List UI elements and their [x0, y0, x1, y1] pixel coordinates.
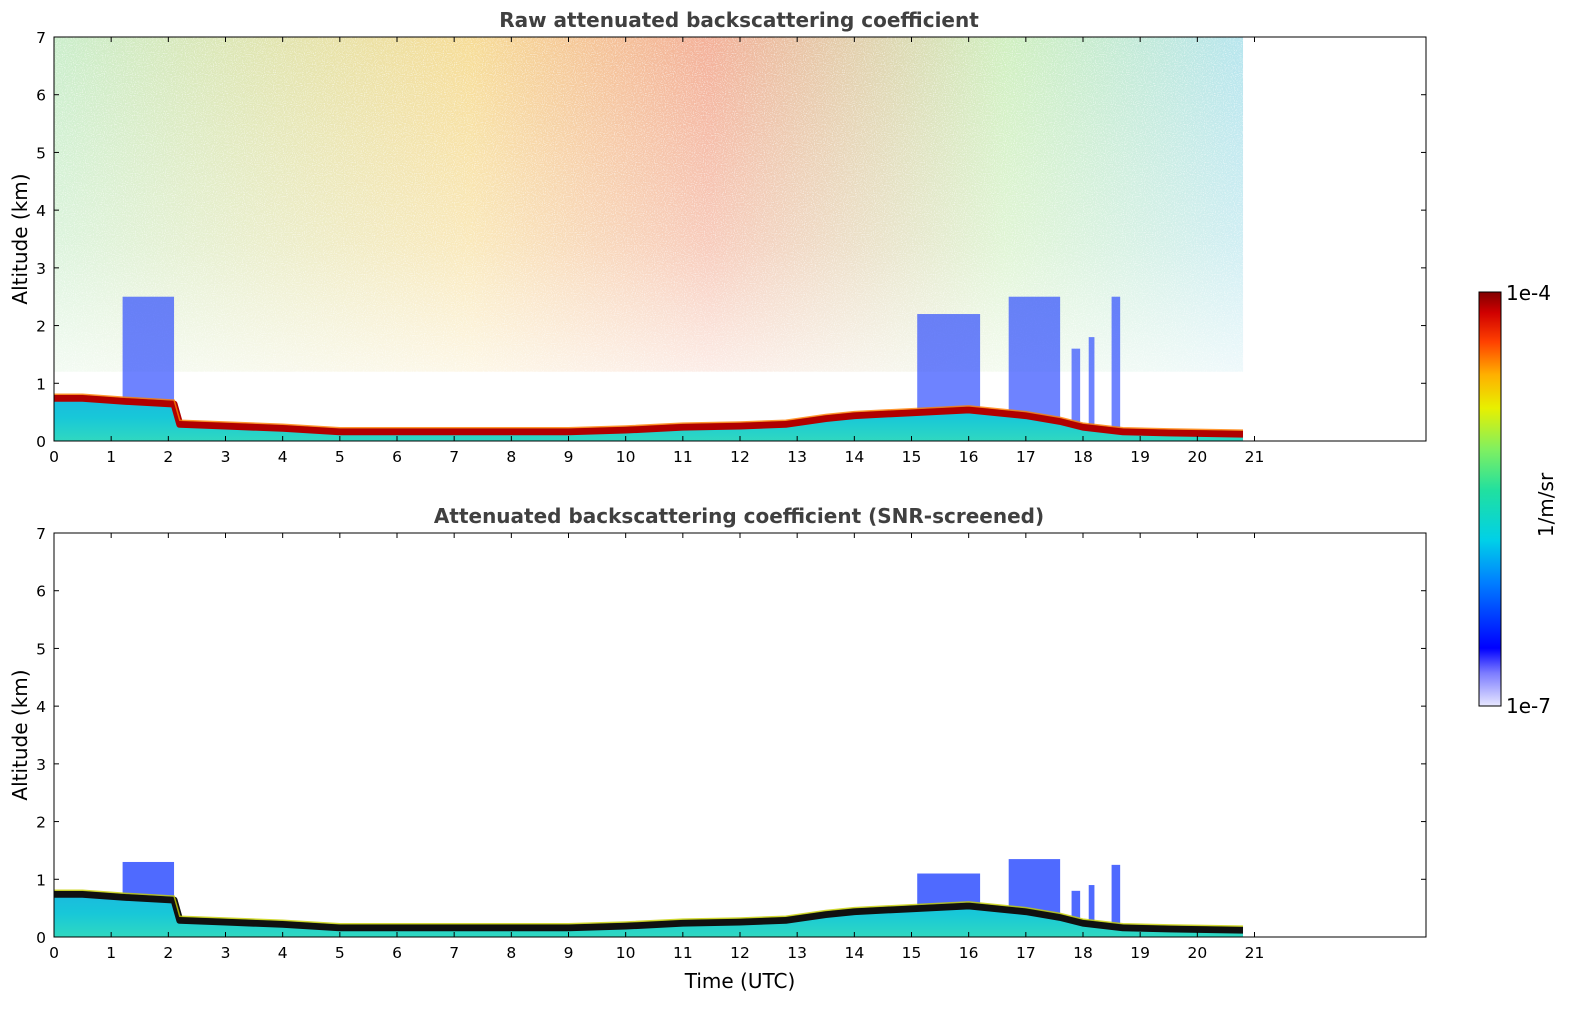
boundary-layer-edge	[54, 393, 1244, 431]
x-tick-label: 21	[1245, 944, 1265, 962]
screened-backscatter-panel: Attenuated backscattering coefficient (S…	[8, 504, 1427, 993]
x-tick-label: 0	[49, 944, 59, 962]
x-tick-label: 10	[616, 944, 636, 962]
x-tick-label: 4	[278, 448, 288, 466]
x-tick-label: 16	[959, 448, 979, 466]
x-tick-label: 10	[616, 448, 636, 466]
x-tick-label: 5	[335, 448, 345, 466]
boundary-layer-top	[54, 394, 1244, 438]
x-tick-label: 20	[1187, 944, 1207, 962]
x-tick-label: 20	[1187, 448, 1207, 466]
x-tick-label: 18	[1073, 944, 1093, 962]
speckle-noise	[54, 37, 1244, 441]
boundary-layer-top	[54, 890, 1244, 934]
y-tick-label: 3	[36, 260, 46, 278]
x-tick-label: 1	[106, 944, 116, 962]
plot-area	[54, 37, 1244, 441]
y-tick-label: 3	[36, 756, 46, 774]
x-tick-label: 19	[1130, 944, 1150, 962]
y-tick-label: 4	[36, 202, 46, 220]
colorbar-max-label: 1e-4	[1506, 281, 1551, 305]
x-tick-label: 1	[106, 448, 116, 466]
plot-area	[54, 859, 1244, 937]
colorbar-gradient	[1478, 291, 1502, 707]
x-tick-label: 7	[449, 944, 459, 962]
aerosol-column	[1071, 890, 1081, 937]
chart-title: Attenuated backscattering coefficient (S…	[434, 504, 1044, 528]
x-tick-label: 8	[506, 944, 516, 962]
x-axis-ticks: 0 1 2 3 4 5 6 7 8 9 10 11 12 13 14 15 16 17 18 19 20 21	[49, 533, 1264, 962]
x-tick-label: 17	[1016, 448, 1036, 466]
x-tick-label: 13	[787, 944, 807, 962]
x-tick-label: 9	[564, 448, 574, 466]
y-tick-label: 2	[36, 318, 46, 336]
x-tick-label: 11	[673, 448, 693, 466]
x-tick-label: 15	[902, 944, 922, 962]
aerosol-column	[1071, 348, 1081, 441]
y-axis-label: Altitude (km)	[8, 669, 32, 800]
x-axis-ticks: 0 1 2 3 4 5 6 7 8 9 10 11 12 13 14 15 16 17 18 19 20 21	[49, 37, 1264, 466]
y-tick-label: 6	[36, 87, 46, 105]
y-tick-label: 5	[36, 144, 46, 162]
x-tick-label: 4	[278, 944, 288, 962]
x-tick-label: 12	[730, 448, 750, 466]
y-tick-label: 6	[36, 583, 46, 601]
y-tick-label: 4	[36, 698, 46, 716]
x-tick-label: 9	[564, 944, 574, 962]
x-tick-label: 6	[392, 448, 402, 466]
x-tick-label: 19	[1130, 448, 1150, 466]
colorbar-unit-label: 1/m/sr	[1534, 472, 1558, 537]
x-tick-label: 21	[1245, 448, 1265, 466]
x-tick-label: 17	[1016, 944, 1036, 962]
x-tick-label: 15	[902, 448, 922, 466]
y-axis-ticks: 0 1 2 3 4 5 6 7	[36, 29, 1426, 451]
aerosol-column	[1088, 885, 1095, 937]
colorbar: 1e-4 1e-7 1/m/sr	[1478, 281, 1558, 718]
y-tick-label: 7	[36, 525, 46, 543]
x-axis-label: Time (UTC)	[684, 969, 796, 993]
x-tick-label: 18	[1073, 448, 1093, 466]
x-tick-label: 2	[163, 944, 173, 962]
aerosol-column	[1111, 296, 1121, 441]
x-tick-label: 11	[673, 944, 693, 962]
raw-backscatter-panel: Raw attenuated backscattering coefficien…	[8, 8, 1427, 466]
y-tick-label: 1	[36, 871, 46, 889]
x-tick-label: 6	[392, 944, 402, 962]
y-axis-ticks: 0 1 2 3 4 5 6 7	[36, 525, 1426, 947]
x-tick-label: 13	[787, 448, 807, 466]
x-tick-label: 3	[221, 448, 231, 466]
chart-title: Raw attenuated backscattering coefficien…	[499, 8, 979, 32]
x-tick-label: 7	[449, 448, 459, 466]
y-tick-label: 1	[36, 375, 46, 393]
x-tick-label: 8	[506, 448, 516, 466]
x-tick-label: 0	[49, 448, 59, 466]
plot-frame	[53, 532, 1427, 938]
colorbar-min-label: 1e-7	[1506, 694, 1551, 718]
x-tick-label: 16	[959, 944, 979, 962]
y-axis-label: Altitude (km)	[8, 173, 32, 304]
y-tick-label: 0	[36, 929, 46, 947]
y-tick-label: 2	[36, 814, 46, 832]
boundary-layer-edge	[54, 889, 1244, 927]
x-tick-label: 12	[730, 944, 750, 962]
x-tick-label: 3	[221, 944, 231, 962]
x-tick-label: 2	[163, 448, 173, 466]
y-tick-label: 5	[36, 640, 46, 658]
x-tick-label: 14	[844, 448, 864, 466]
x-tick-label: 14	[844, 944, 864, 962]
aerosol-column	[1111, 864, 1121, 937]
aerosol-column	[1088, 337, 1095, 441]
y-tick-label: 0	[36, 433, 46, 451]
y-tick-label: 7	[36, 29, 46, 47]
x-tick-label: 5	[335, 944, 345, 962]
